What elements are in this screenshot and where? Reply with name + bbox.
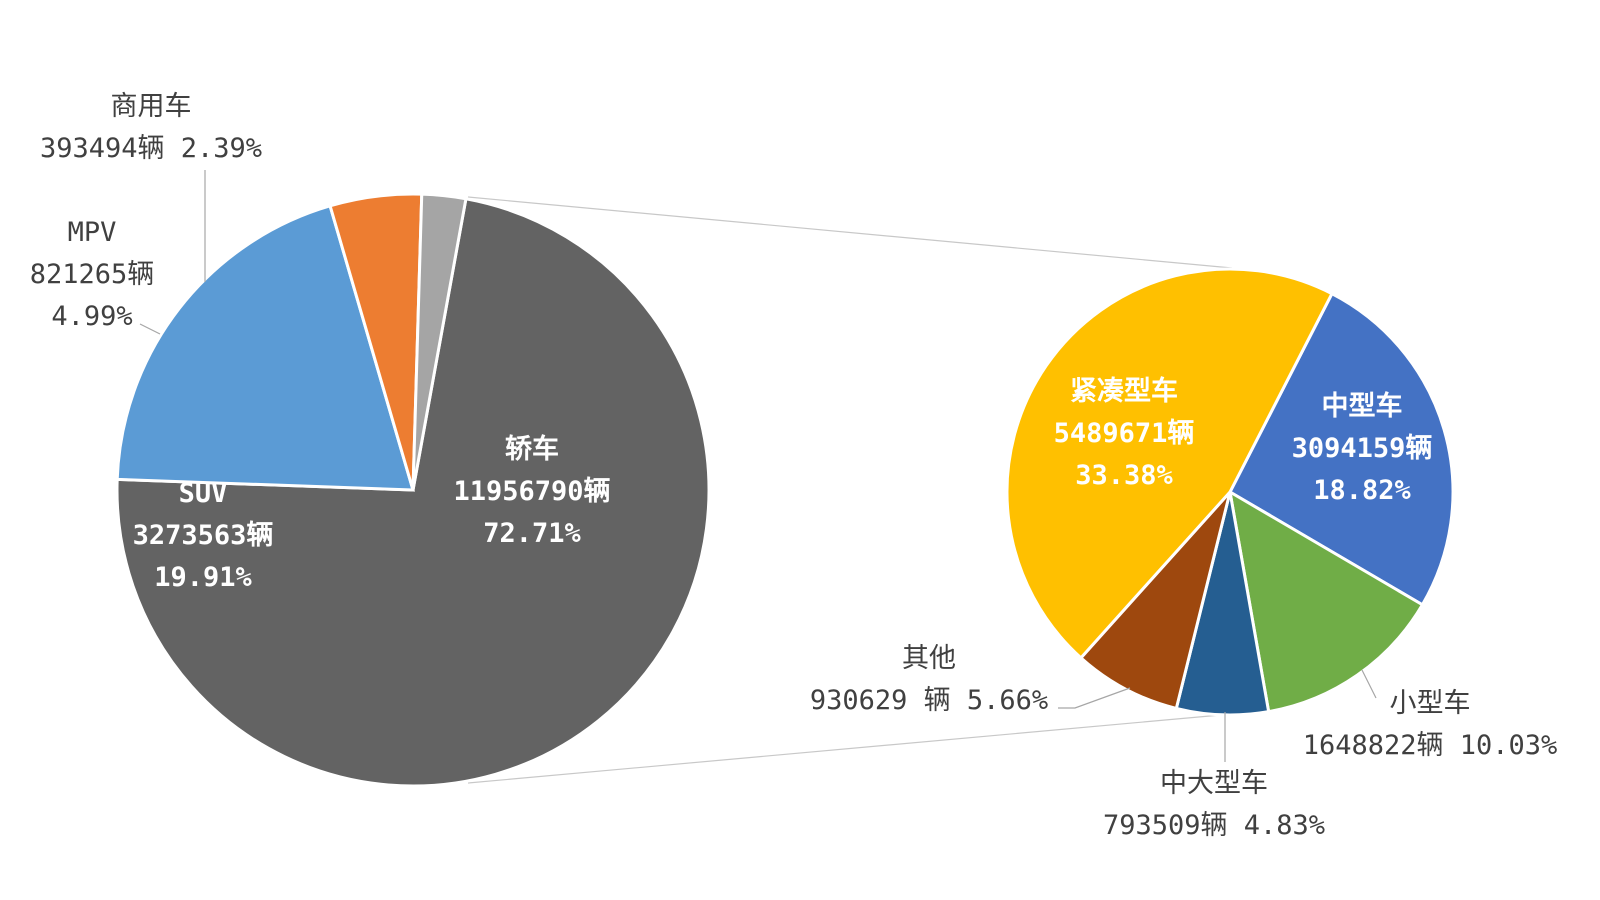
secondary-pie: [1005, 267, 1455, 717]
label-count: 3094159辆: [1292, 433, 1433, 464]
label-name: 紧凑型车: [1070, 375, 1178, 407]
label-name: 中型车: [1322, 390, 1403, 422]
connector-line-bottom: [467, 713, 1233, 784]
leader-line-mpv: [139, 323, 161, 335]
data-label-qita: 其他 930629 辆 5.66%: [810, 643, 1048, 716]
pie-slice-jincou: [1005, 267, 1334, 660]
pie-slice-jiaoche: [115, 197, 711, 788]
main-pie: [115, 192, 711, 788]
pie-slice-suv: [115, 203, 416, 492]
label-percent: 4.99%: [51, 301, 132, 332]
label-percent: 18.82%: [1313, 475, 1411, 506]
label-count-percent: 393494辆 2.39%: [40, 133, 262, 164]
label-count: 5489671辆: [1054, 418, 1195, 449]
label-name: MPV: [68, 217, 117, 248]
pie-slice-xiaoxing: [1227, 489, 1425, 714]
data-label-zhongxing: 中型车 3094159辆 18.82%: [1292, 390, 1433, 506]
data-label-mpv: MPV 821265辆 4.99%: [30, 217, 155, 332]
label-count: 821265辆: [30, 259, 155, 290]
data-label-jincou: 紧凑型车 5489671辆 33.38%: [1054, 375, 1195, 491]
label-count-percent: 793509辆 4.83%: [1103, 810, 1325, 841]
pie-slice-qita: [1078, 490, 1232, 711]
label-percent: 19.91%: [154, 562, 252, 593]
pie-slice-shangyong: [411, 192, 468, 491]
label-count-percent: 1648822辆 10.03%: [1303, 730, 1558, 761]
connector-line-top: [467, 196, 1233, 269]
data-label-zhongda: 中大型车 793509辆 4.83%: [1103, 768, 1325, 841]
leader-line-qita: [1058, 687, 1131, 709]
label-name: 商用车: [111, 91, 192, 122]
pie-slice-zhongxing: [1228, 291, 1455, 607]
label-percent: 72.71%: [483, 518, 581, 549]
leader-line-xiaoxing: [1361, 669, 1377, 699]
data-label-suv: SUV 3273563辆 19.91%: [133, 478, 274, 593]
data-label-shangyong: 商用车 393494辆 2.39%: [40, 91, 262, 164]
label-percent: 33.38%: [1075, 460, 1173, 491]
label-count: 11956790辆: [453, 476, 610, 507]
label-name: 中大型车: [1160, 768, 1268, 799]
label-name: SUV: [179, 478, 228, 509]
label-name: 其他: [902, 643, 956, 674]
label-name: 小型车: [1390, 688, 1471, 719]
data-label-jiaoche: 轿车 11956790辆 72.71%: [453, 433, 610, 549]
label-count: 3273563辆: [133, 520, 274, 551]
data-label-xiaoxing: 小型车 1648822辆 10.03%: [1303, 688, 1558, 761]
label-count-percent: 930629 辆 5.66%: [810, 685, 1048, 716]
label-name: 轿车: [505, 433, 559, 465]
